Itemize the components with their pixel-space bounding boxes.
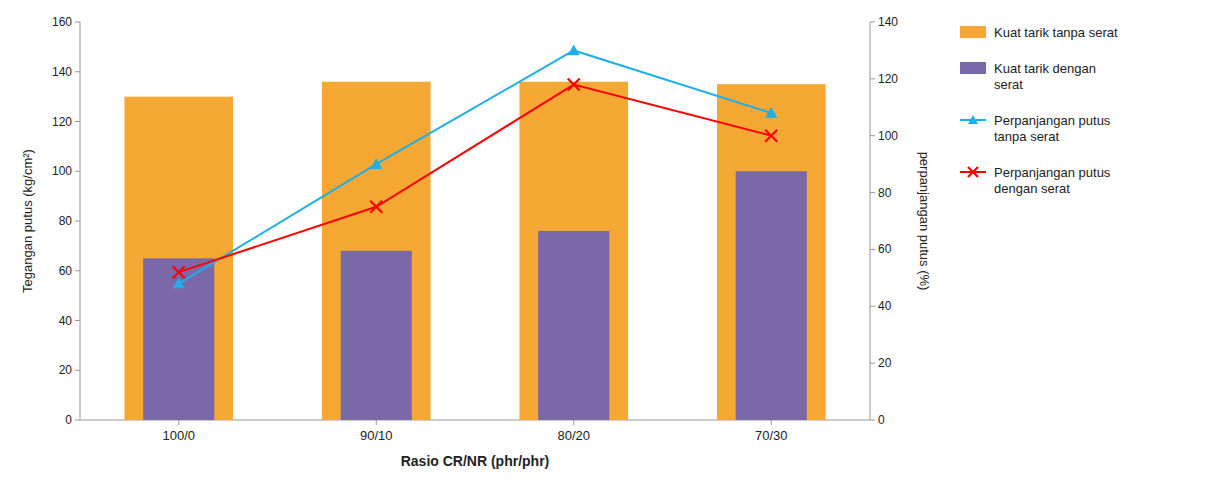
x-tick-label: 100/0 [162, 428, 195, 443]
y2-tick-label: 0 [878, 413, 885, 427]
marker [765, 107, 777, 118]
legend-label: Perpanjangan putusdengan serat [994, 165, 1111, 196]
marker [173, 278, 185, 289]
bar [143, 258, 214, 420]
y-tick-label: 60 [59, 264, 73, 278]
x-tick [178, 420, 179, 425]
y2-tick-label: 60 [878, 242, 892, 256]
legend: Kuat tarik tanpa serat Kuat tarik dengans… [960, 25, 1118, 196]
y-tick [75, 420, 80, 421]
y-tick [75, 320, 80, 321]
y2-axis-label: perpanjangan putus (%) [917, 152, 932, 291]
y2-tick [870, 22, 875, 23]
y-tick [75, 221, 80, 222]
x-axis-label: Rasio CR/NR (phr/phr) [401, 453, 550, 469]
y2-tick-label: 120 [878, 72, 898, 86]
y-tick [75, 370, 80, 371]
legend-label-line: serat [994, 77, 1023, 92]
y-tick-label: 120 [52, 115, 72, 129]
y-tick-label: 20 [59, 363, 73, 377]
y2-tick [870, 420, 875, 421]
bar [736, 171, 807, 420]
y2-tick [870, 363, 875, 364]
y2-tick [870, 135, 875, 136]
marker [370, 201, 382, 213]
legend-label: Kuat tarik tanpa serat [994, 25, 1118, 40]
y-tick-label: 100 [52, 164, 72, 178]
y2-tick [870, 78, 875, 79]
y-tick-label: 0 [65, 413, 72, 427]
marker [568, 44, 580, 55]
bar [538, 231, 609, 420]
line [179, 85, 772, 273]
x-tick [376, 420, 377, 425]
marker [568, 79, 580, 91]
y2-tick-label: 40 [878, 299, 892, 313]
y-tick-label: 140 [52, 65, 72, 79]
y2-tick [870, 192, 875, 193]
legend-label-line: Perpanjangan putus [994, 165, 1111, 180]
legend-swatch [960, 62, 986, 74]
y-tick [75, 71, 80, 72]
y2-tick-label: 100 [878, 129, 898, 143]
x-tick [771, 420, 772, 425]
bar [341, 251, 412, 420]
chart: 0 20 40 60 80 100 120 140 160 0 20 40 60 80 100 120 140 1… [0, 0, 1209, 496]
legend-label: Perpanjangan putustanpa serat [994, 113, 1111, 144]
legend-label-line: Kuat tarik dengan [994, 61, 1096, 76]
bar [519, 82, 628, 420]
bar [124, 97, 233, 420]
x-tick-label: 90/10 [360, 428, 393, 443]
legend-label-line: dengan serat [994, 181, 1070, 196]
legend-label: Kuat tarik denganserat [994, 61, 1096, 92]
y-axis-label: Tegangan putus (kg/cm²) [20, 149, 35, 293]
marker [370, 158, 382, 169]
y2-axis-line [870, 22, 871, 420]
y-tick-label: 80 [59, 214, 73, 228]
y2-tick-label: 140 [878, 15, 898, 29]
bar [322, 82, 431, 420]
legend-label-line: tanpa serat [994, 129, 1059, 144]
x-tick-label: 70/30 [755, 428, 788, 443]
legend-swatch [960, 26, 986, 38]
line [179, 50, 772, 283]
y-tick [75, 171, 80, 172]
plot-area [124, 44, 825, 420]
marker [765, 130, 777, 142]
legend-marker [968, 115, 978, 124]
y-tick [75, 22, 80, 23]
x-tick [573, 420, 574, 425]
y-tick [75, 270, 80, 271]
y-tick [75, 121, 80, 122]
y2-tick-label: 80 [878, 186, 892, 200]
y-tick-label: 160 [52, 15, 72, 29]
y-tick-label: 40 [59, 314, 73, 328]
y2-tick-label: 20 [878, 356, 892, 370]
y2-tick [870, 249, 875, 250]
legend-label-line: Perpanjangan putus [994, 113, 1111, 128]
legend-label-line: Kuat tarik tanpa serat [994, 25, 1118, 40]
x-tick-label: 80/20 [557, 428, 590, 443]
y2-tick [870, 306, 875, 307]
legend-marker [968, 167, 978, 177]
marker [173, 266, 185, 278]
bar [717, 84, 826, 420]
